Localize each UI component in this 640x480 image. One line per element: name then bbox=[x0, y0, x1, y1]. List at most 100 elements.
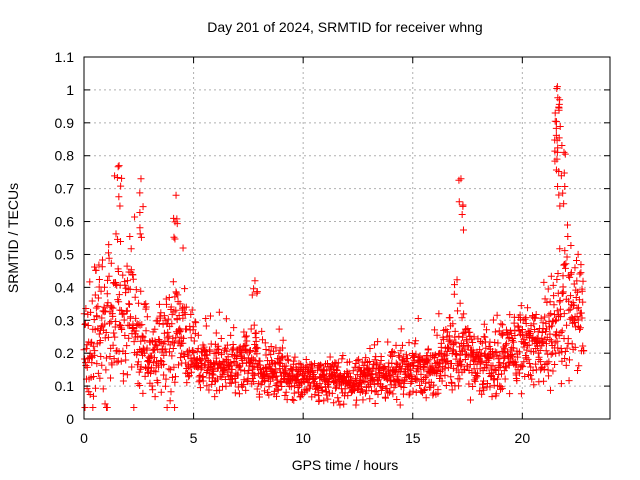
data-point bbox=[105, 319, 113, 327]
data-point bbox=[95, 276, 103, 284]
data-point bbox=[142, 303, 150, 311]
data-point bbox=[181, 285, 189, 293]
data-point bbox=[560, 148, 568, 156]
data-point bbox=[287, 383, 295, 391]
data-point bbox=[130, 338, 138, 346]
data-point bbox=[135, 299, 143, 307]
data-point bbox=[332, 384, 340, 392]
data-point bbox=[275, 325, 283, 333]
data-point bbox=[235, 390, 243, 398]
data-point bbox=[459, 333, 467, 341]
data-point bbox=[579, 298, 587, 306]
data-point bbox=[576, 325, 584, 333]
data-point bbox=[162, 382, 170, 390]
data-point bbox=[235, 344, 243, 352]
data-point bbox=[240, 376, 248, 384]
data-point bbox=[446, 336, 454, 344]
data-point bbox=[494, 375, 502, 383]
data-point bbox=[521, 315, 529, 323]
data-point bbox=[551, 109, 559, 117]
data-point bbox=[405, 391, 413, 399]
data-point bbox=[187, 368, 195, 376]
data-point bbox=[537, 314, 545, 322]
data-point bbox=[136, 382, 144, 390]
data-point bbox=[206, 347, 214, 355]
data-point bbox=[493, 351, 501, 359]
data-point bbox=[438, 377, 446, 385]
data-point bbox=[103, 290, 111, 298]
data-point bbox=[109, 312, 117, 320]
data-point bbox=[170, 363, 178, 371]
data-point bbox=[88, 338, 96, 346]
y-tick-label: 0.2 bbox=[55, 345, 75, 361]
data-point bbox=[547, 350, 555, 358]
data-point bbox=[223, 341, 231, 349]
data-point bbox=[371, 400, 379, 408]
data-point bbox=[265, 383, 273, 391]
data-point bbox=[101, 400, 109, 408]
data-point bbox=[444, 364, 452, 372]
data-point bbox=[417, 370, 425, 378]
data-point bbox=[118, 174, 126, 182]
data-point bbox=[564, 335, 572, 343]
data-point bbox=[253, 350, 261, 358]
data-point bbox=[405, 339, 413, 347]
data-point bbox=[502, 341, 510, 349]
data-point bbox=[250, 321, 258, 329]
data-point bbox=[187, 311, 195, 319]
data-point bbox=[561, 347, 569, 355]
data-point bbox=[562, 361, 570, 369]
data-point bbox=[530, 320, 538, 328]
y-tick-label: 0.1 bbox=[55, 378, 75, 394]
data-point bbox=[422, 379, 430, 387]
data-point bbox=[542, 347, 550, 355]
data-point bbox=[478, 357, 486, 365]
data-point bbox=[374, 390, 382, 398]
data-point bbox=[275, 349, 283, 357]
data-point bbox=[252, 337, 260, 345]
data-point bbox=[191, 330, 199, 338]
data-point bbox=[253, 289, 261, 297]
data-point bbox=[132, 327, 140, 335]
y-tick-label: 0.5 bbox=[55, 246, 75, 262]
data-point bbox=[442, 351, 450, 359]
data-point bbox=[107, 259, 115, 267]
y-tick-label: 0.3 bbox=[55, 312, 75, 328]
data-point bbox=[307, 360, 315, 368]
data-point bbox=[553, 276, 561, 284]
data-point bbox=[470, 333, 478, 341]
data-point bbox=[272, 366, 280, 374]
data-point bbox=[548, 318, 556, 326]
data-point bbox=[112, 280, 120, 288]
data-point bbox=[399, 390, 407, 398]
data-point bbox=[571, 343, 579, 351]
data-point bbox=[552, 316, 560, 324]
data-point bbox=[556, 305, 564, 313]
data-point bbox=[470, 365, 478, 373]
data-point bbox=[103, 403, 111, 411]
data-point bbox=[334, 363, 342, 371]
data-point bbox=[370, 341, 378, 349]
data-point bbox=[112, 230, 120, 238]
data-point bbox=[104, 299, 112, 307]
data-point bbox=[261, 339, 269, 347]
data-point bbox=[151, 325, 159, 333]
data-point bbox=[163, 300, 171, 308]
data-point bbox=[105, 272, 113, 280]
data-point bbox=[525, 341, 533, 349]
data-point bbox=[479, 377, 487, 385]
data-point bbox=[94, 294, 102, 302]
data-point bbox=[252, 329, 260, 337]
data-point bbox=[430, 381, 438, 389]
data-point bbox=[81, 403, 89, 411]
data-point bbox=[494, 339, 502, 347]
data-point bbox=[397, 347, 405, 355]
data-point bbox=[483, 364, 491, 372]
data-point bbox=[105, 249, 113, 257]
data-point bbox=[83, 363, 91, 371]
data-point bbox=[567, 242, 575, 250]
data-point bbox=[557, 329, 565, 337]
data-point bbox=[136, 189, 144, 197]
data-point bbox=[377, 357, 385, 365]
data-point bbox=[430, 352, 438, 360]
